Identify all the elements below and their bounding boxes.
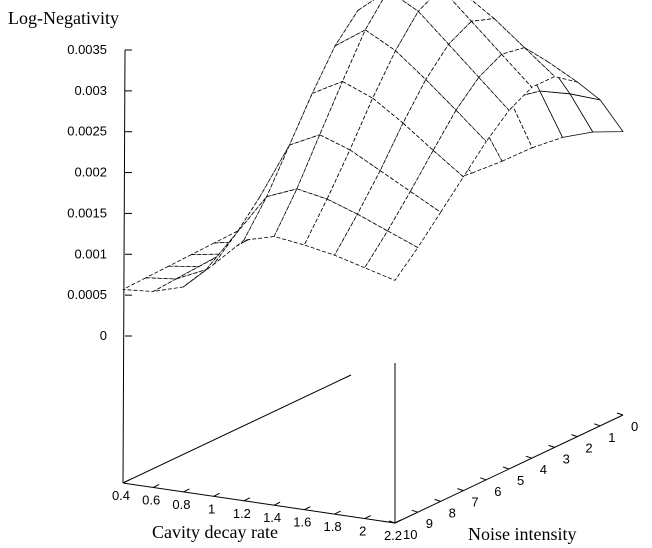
x-tick [122,479,130,484]
y-tick [434,498,441,502]
x-tick-label: 0.4 [112,488,130,503]
z-axis-line [122,49,126,484]
y-tick [525,455,532,459]
back-edge-line [122,374,352,484]
surface-cell [356,170,411,232]
y-tick-label: 3 [563,451,570,466]
axes-box [122,49,624,524]
y-tick-label: 1 [608,430,615,445]
y-tick [571,434,578,438]
x-tick-label: 0.8 [172,497,190,512]
y-tick [616,412,624,416]
x-tick [213,492,220,497]
x-tick [152,483,160,488]
z-tick-label: 0.002 [74,165,107,180]
z-tick-label: 0.0035 [67,42,107,57]
y-tick-label: 10 [403,527,417,542]
x-tick [394,519,402,524]
x-tick [304,506,311,511]
x-tick [243,497,251,502]
x-tick-label: 2.2 [384,528,402,543]
y-tick-label: 9 [426,516,433,531]
surface-cell [402,79,457,151]
y-tick [594,423,601,427]
x-tick-label: 0.6 [142,492,160,507]
y-tick-label: 4 [540,462,547,477]
y-tick [480,477,487,481]
y-tick-label: 8 [449,505,456,520]
y-tick-label: 0 [631,419,638,434]
surface-cell [455,77,510,143]
surface-cell [448,20,503,78]
surface-cell [364,230,419,281]
y-tick [388,520,396,524]
x-tick-label: 1.8 [324,519,342,534]
y-tick [411,509,418,513]
x-tick [183,488,190,493]
surface-cell [364,0,419,52]
surface-cell [417,0,472,45]
surface-cell [342,29,396,99]
surface-cell [478,53,533,111]
z-axis-title: Log-Negativity [8,8,119,28]
z-tick-label: 0.0025 [67,124,107,139]
x-tick-label: 1.2 [233,506,251,521]
y-axis-title: Noise intensity [468,524,577,544]
y-tick-label: 6 [494,484,501,499]
axis-ticks [122,49,624,524]
y-tick [457,488,464,492]
surface-cell [470,18,525,55]
x-tick [364,515,372,520]
surface-cell [334,213,389,269]
y-tick [548,444,555,448]
y-tick-label: 7 [471,495,478,510]
x-tick-label: 1.6 [293,515,311,530]
x-tick [334,510,341,515]
x-tick-label: 1 [208,501,215,516]
surface-cell [409,149,464,213]
surface-cell [509,90,563,149]
tick-labels: 0 0.0005 0.001 0.0015 0.002 0.0025 0.003 0.0035… [67,42,638,543]
surface-cell [273,188,328,246]
z-tick-label: 0.003 [74,83,107,98]
z-tick-label: 0.001 [74,246,107,261]
y-tick-label: 2 [585,441,592,456]
z-tick-label: 0.0015 [67,205,107,220]
y-tick [502,466,510,470]
y-tick-label: 5 [517,473,524,488]
surface-mesh [122,0,624,292]
x-tick-label: 1.4 [263,510,281,525]
x-tick [273,501,281,506]
x-axis-line [122,482,396,524]
z-tick-label: 0.0005 [67,287,107,302]
surface-cell [243,188,298,241]
z-tick-label: 0 [100,328,107,343]
x-tick-label: 2 [359,524,366,539]
x-axis-title: Cavity decay rate [152,522,278,542]
